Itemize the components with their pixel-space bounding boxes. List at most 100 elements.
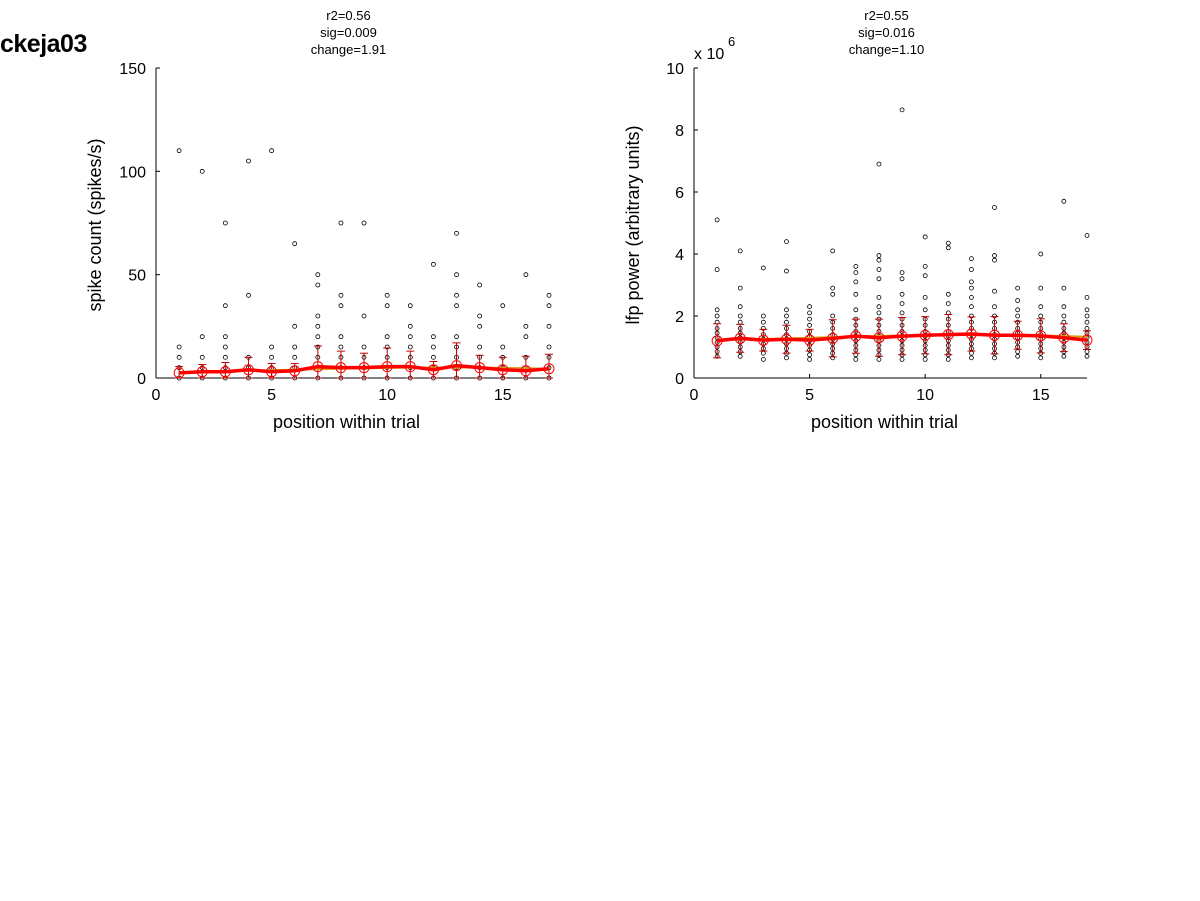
mean-marker	[335, 362, 347, 374]
data-point	[969, 285, 974, 291]
y-tick-label: 0	[675, 371, 684, 388]
data-point	[1015, 313, 1021, 319]
data-point	[477, 344, 483, 350]
data-point	[384, 292, 390, 298]
data-point	[407, 334, 413, 340]
mean-marker	[711, 335, 723, 347]
data-point	[1084, 349, 1090, 355]
data-point	[922, 356, 928, 362]
data-point	[876, 304, 882, 310]
y-axis-label: spike count (spikes/s)	[85, 138, 105, 311]
x-axis-label: position within trial	[811, 412, 958, 432]
data-point	[807, 356, 812, 362]
data-point	[1084, 294, 1090, 300]
scale-exponent: 6	[728, 34, 735, 49]
mean-marker	[173, 367, 185, 379]
data-point	[222, 354, 228, 360]
data-point	[969, 350, 974, 356]
stat-line: r2=0.56	[326, 8, 370, 23]
data-point	[969, 267, 974, 272]
data-point	[945, 356, 951, 362]
data-point	[760, 313, 766, 319]
data-point	[292, 241, 298, 247]
data-point	[454, 292, 459, 298]
data-point	[945, 301, 951, 307]
mean-marker	[266, 366, 278, 378]
data-point	[876, 267, 882, 272]
data-point	[714, 313, 720, 319]
data-point	[945, 240, 951, 246]
data-point	[876, 161, 882, 167]
data-point	[784, 307, 789, 313]
data-point	[807, 310, 812, 316]
data-point	[876, 294, 882, 300]
data-point	[222, 344, 228, 350]
data-point	[714, 307, 720, 313]
y-tick-label: 6	[675, 185, 684, 202]
stat-line: change=1.91	[311, 42, 387, 57]
data-point	[807, 304, 812, 310]
mean-marker	[804, 334, 816, 346]
y-tick-label: 2	[675, 309, 684, 326]
data-point	[737, 353, 743, 359]
stat-line: change=1.10	[849, 42, 925, 57]
data-point	[292, 344, 298, 350]
mean-marker	[219, 366, 231, 378]
data-point	[830, 248, 836, 254]
data-point	[546, 344, 552, 350]
data-point	[176, 354, 182, 360]
data-point	[784, 319, 789, 325]
mean-marker	[1012, 329, 1024, 341]
data-point	[523, 334, 529, 340]
mean-marker	[757, 334, 769, 346]
mean-line	[179, 363, 550, 375]
mean-marker	[896, 330, 908, 342]
data-point	[1084, 307, 1090, 313]
x-tick-label: 0	[152, 387, 161, 404]
data-point	[992, 253, 997, 258]
data-point	[338, 344, 344, 350]
mean-marker	[850, 330, 862, 342]
data-point	[853, 263, 859, 269]
mean-marker	[942, 329, 954, 341]
mean-marker	[919, 329, 931, 341]
x-tick-label: 10	[916, 387, 934, 404]
mean-marker	[196, 366, 208, 378]
data-point	[523, 272, 529, 278]
data-point	[992, 304, 997, 310]
x-tick-label: 15	[494, 387, 512, 404]
x-tick-label: 5	[805, 387, 814, 404]
data-point	[922, 273, 928, 279]
data-point	[760, 265, 766, 271]
mean-marker	[989, 329, 1001, 341]
data-point	[784, 268, 789, 274]
data-point	[807, 322, 812, 328]
data-point	[246, 292, 251, 298]
data-point	[876, 276, 882, 282]
stat-line: r2=0.55	[864, 8, 908, 23]
data-point	[899, 310, 905, 316]
data-point	[714, 267, 720, 272]
data-point	[760, 319, 766, 325]
data-point	[969, 355, 974, 361]
data-point	[1061, 304, 1067, 310]
x-axis-label: position within trial	[273, 412, 420, 432]
data-point	[899, 270, 905, 276]
data-point	[454, 303, 459, 309]
data-point	[384, 334, 390, 340]
data-point	[876, 253, 882, 258]
data-point	[199, 334, 205, 340]
data-point	[546, 292, 552, 298]
y-tick-label: 10	[666, 61, 684, 78]
data-point	[737, 248, 743, 254]
data-point	[807, 352, 812, 358]
data-point	[945, 245, 951, 251]
data-point	[500, 303, 506, 309]
data-point	[431, 354, 436, 360]
data-point	[338, 292, 344, 298]
data-point	[830, 313, 836, 319]
data-point	[876, 356, 882, 362]
data-point	[1084, 353, 1090, 359]
data-point	[899, 301, 905, 307]
